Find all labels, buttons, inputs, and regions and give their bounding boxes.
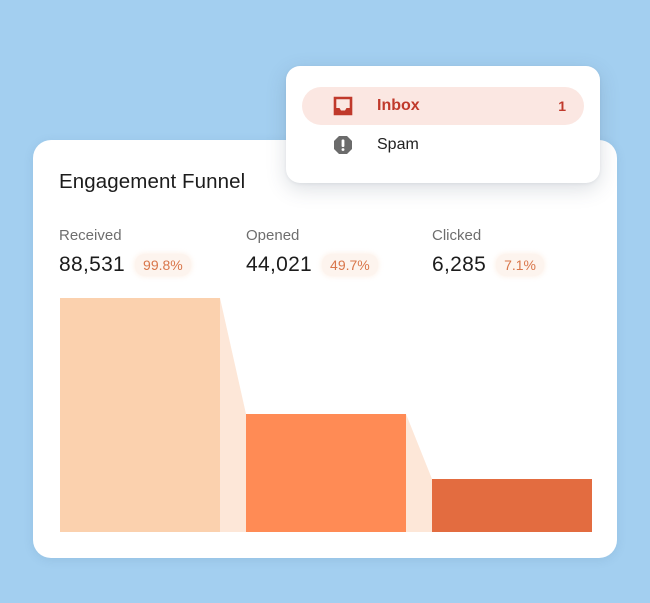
mail-folder-menu: Inbox 1 Spam bbox=[286, 66, 600, 183]
menu-item-inbox[interactable]: Inbox 1 bbox=[302, 87, 584, 125]
stat-percent-badge: 49.7% bbox=[322, 254, 378, 276]
stat-label: Received bbox=[59, 227, 122, 244]
card-title: Engagement Funnel bbox=[59, 170, 246, 193]
funnel-bar-opened[interactable] bbox=[246, 414, 406, 532]
funnel-bar-received[interactable] bbox=[60, 298, 220, 532]
unread-count: 1 bbox=[558, 98, 566, 114]
stat-percent-badge: 99.8% bbox=[135, 254, 191, 276]
stat-percent-badge: 7.1% bbox=[496, 254, 544, 276]
menu-label: Spam bbox=[377, 136, 419, 153]
inbox-icon bbox=[333, 96, 353, 116]
funnel-chart bbox=[33, 140, 617, 558]
spam-alert-icon bbox=[334, 136, 352, 154]
stat-clicked: Clicked 6,285 7.1% bbox=[432, 227, 544, 277]
menu-item-spam[interactable]: Spam bbox=[302, 126, 584, 164]
funnel-connector bbox=[406, 414, 432, 532]
stat-value: 6,285 bbox=[432, 253, 487, 276]
stat-label: Opened bbox=[246, 227, 300, 244]
stat-label: Clicked bbox=[432, 227, 482, 244]
stat-received: Received 88,531 99.8% bbox=[59, 227, 191, 277]
stat-value: 88,531 bbox=[59, 253, 126, 276]
funnel-connector bbox=[220, 298, 246, 532]
stat-value: 44,021 bbox=[246, 253, 313, 276]
stat-opened: Opened 44,021 49.7% bbox=[246, 227, 378, 277]
funnel-bar-clicked[interactable] bbox=[432, 479, 592, 532]
engagement-funnel-card: Engagement Funnel Received 88,531 99.8% … bbox=[33, 140, 617, 558]
menu-label: Inbox bbox=[377, 97, 420, 114]
